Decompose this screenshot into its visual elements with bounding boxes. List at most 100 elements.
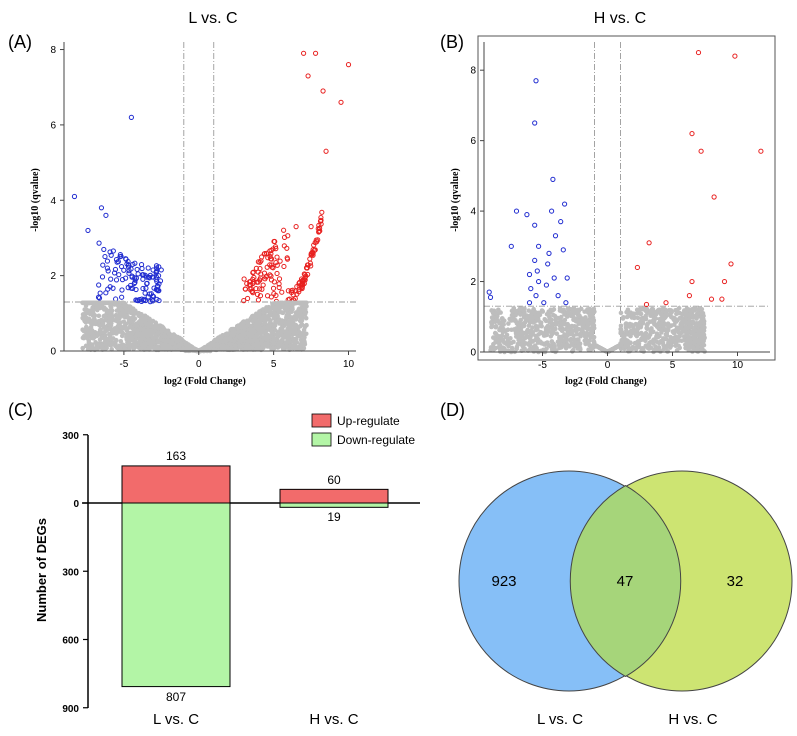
volcano-b-point-ns	[569, 342, 574, 347]
volcano-b-frame	[477, 35, 776, 361]
volcano-a-point-ns	[131, 343, 137, 349]
volcano-b-point-ns	[655, 308, 661, 314]
volcano-b-point-ns	[692, 347, 698, 353]
volcano-b-point-ns	[648, 328, 654, 334]
volcano-a-point-up	[320, 88, 326, 94]
volcano-a-point-ns	[253, 338, 259, 343]
volcano-b-point-ns	[621, 333, 627, 338]
volcano-b-point-ns	[499, 316, 505, 321]
volcano-b-point-ns	[563, 343, 569, 349]
volcano-a-point-ns	[86, 340, 92, 345]
volcano-a-point-up	[319, 209, 325, 215]
volcano-a-point-up	[271, 238, 277, 245]
volcano-a-point-down	[146, 291, 153, 297]
volcano-a-y-tick-label: 6	[50, 120, 56, 131]
volcano-a-point-ns	[279, 318, 285, 323]
volcano-a-y-tick-label: 0	[50, 347, 56, 358]
volcano-b-point-ns	[684, 333, 689, 338]
bar-y-tick-label: 600	[62, 636, 79, 647]
volcano-b-point-ns	[635, 315, 641, 321]
volcano-a-point-ns	[102, 330, 107, 335]
volcano-b-point-ns	[653, 347, 659, 352]
volcano-a-point-up	[279, 289, 285, 295]
volcano-a-point-up	[317, 218, 324, 224]
volcano-a-point-up	[317, 225, 323, 231]
volcano-b-point-ns	[701, 342, 707, 348]
volcano-b-point-down	[528, 285, 534, 292]
volcano-a-point-up	[259, 286, 265, 292]
panel-label-b: (B)	[440, 32, 464, 52]
volcano-a-point-ns	[99, 303, 105, 308]
volcano-b-point-ns	[562, 332, 567, 337]
volcano-b-y-tick-label: 6	[470, 136, 476, 147]
volcano-a-point-ns	[278, 343, 284, 349]
volcano-a-point-ns	[121, 311, 126, 317]
volcano-a-point-ns	[298, 313, 303, 318]
volcano-b-point-ns	[537, 312, 543, 318]
volcano-a-point-up	[300, 277, 307, 283]
volcano-a-point-ns	[302, 341, 308, 347]
volcano-b-point-ns	[687, 343, 692, 348]
volcano-a-point-ns	[114, 315, 120, 321]
bar-up-1	[279, 488, 389, 504]
volcano-b-point-ns	[548, 344, 553, 349]
volcano-b-point-down	[513, 208, 520, 214]
volcano-b-point-ns	[504, 332, 510, 338]
volcano-b-point-up	[689, 130, 695, 137]
volcano-b-point-ns	[585, 308, 591, 313]
volcano-b-point-ns	[676, 343, 681, 349]
volcano-b-point-ns	[561, 307, 566, 313]
volcano-a-point-up	[345, 62, 352, 68]
volcano-b-point-down	[536, 243, 542, 249]
volcano-a-point-down	[98, 205, 105, 211]
volcano-b-point-ns	[691, 336, 697, 341]
volcano-a-point-down	[138, 261, 145, 268]
volcano-b-point-ns	[699, 315, 705, 320]
volcano-b-point-ns	[564, 337, 570, 343]
bar-y-tick-label: 300	[62, 567, 79, 578]
volcano-a-point-down	[135, 271, 141, 277]
volcano-a-point-ns	[249, 345, 255, 350]
volcano-a-point-down	[147, 299, 153, 305]
volcano-b-point-ns	[593, 343, 598, 348]
volcano-a-point-ns	[173, 335, 179, 341]
volcano-b-point-ns	[649, 339, 654, 344]
volcano-b-point-ns	[677, 326, 682, 331]
volcano-b-y-tick-label: 2	[470, 277, 476, 288]
bar-down-1	[279, 502, 389, 508]
volcano-a-point-up	[310, 250, 316, 256]
volcano-a-point-up	[267, 253, 273, 260]
volcano-b-point-down	[546, 250, 552, 256]
bar-label-h-down: 19	[327, 510, 341, 524]
volcano-b-point-up	[728, 261, 734, 267]
volcano-b-point-ns	[622, 344, 628, 349]
volcano-a-point-up	[317, 228, 323, 234]
volcano-b-point-ns	[689, 330, 694, 335]
volcano-a-point-ns	[130, 326, 136, 331]
volcano-b-point-down	[560, 247, 566, 253]
volcano-a-point-down	[101, 246, 107, 253]
volcano-a-point-ns	[134, 323, 139, 328]
volcano-b-point-ns	[619, 337, 625, 343]
volcano-a-point-up	[296, 287, 302, 293]
volcano-b-point-ns	[536, 332, 542, 337]
volcano-b-point-down	[526, 271, 533, 278]
volcano-a-point-up	[308, 263, 314, 269]
volcano-b-point-ns	[634, 307, 640, 313]
volcano-a-point-ns	[169, 338, 175, 344]
volcano-b-point-up	[646, 240, 652, 246]
bar-label-l-up: 163	[166, 449, 186, 463]
volcano-a-point-down	[126, 268, 132, 274]
volcano-a-point-ns	[127, 304, 133, 309]
volcano-a-point-ns	[150, 339, 156, 345]
volcano-a-point-ns	[286, 334, 292, 340]
volcano-b-x-tick-label: 5	[670, 360, 676, 371]
volcano-a-point-up	[248, 286, 254, 292]
volcano-b-point-ns	[627, 347, 632, 352]
deg-bar-chart: 300 0 300 600 900 Number of DEGs L vs. C H v…	[34, 413, 420, 728]
volcano-b-point-ns	[557, 308, 563, 313]
bar-legend: Up-regulate Down-regulate	[311, 413, 415, 447]
volcano-a-point-ns	[255, 321, 260, 326]
bar-category-l: L vs. C	[153, 711, 199, 728]
volcano-a-point-down	[102, 253, 108, 260]
